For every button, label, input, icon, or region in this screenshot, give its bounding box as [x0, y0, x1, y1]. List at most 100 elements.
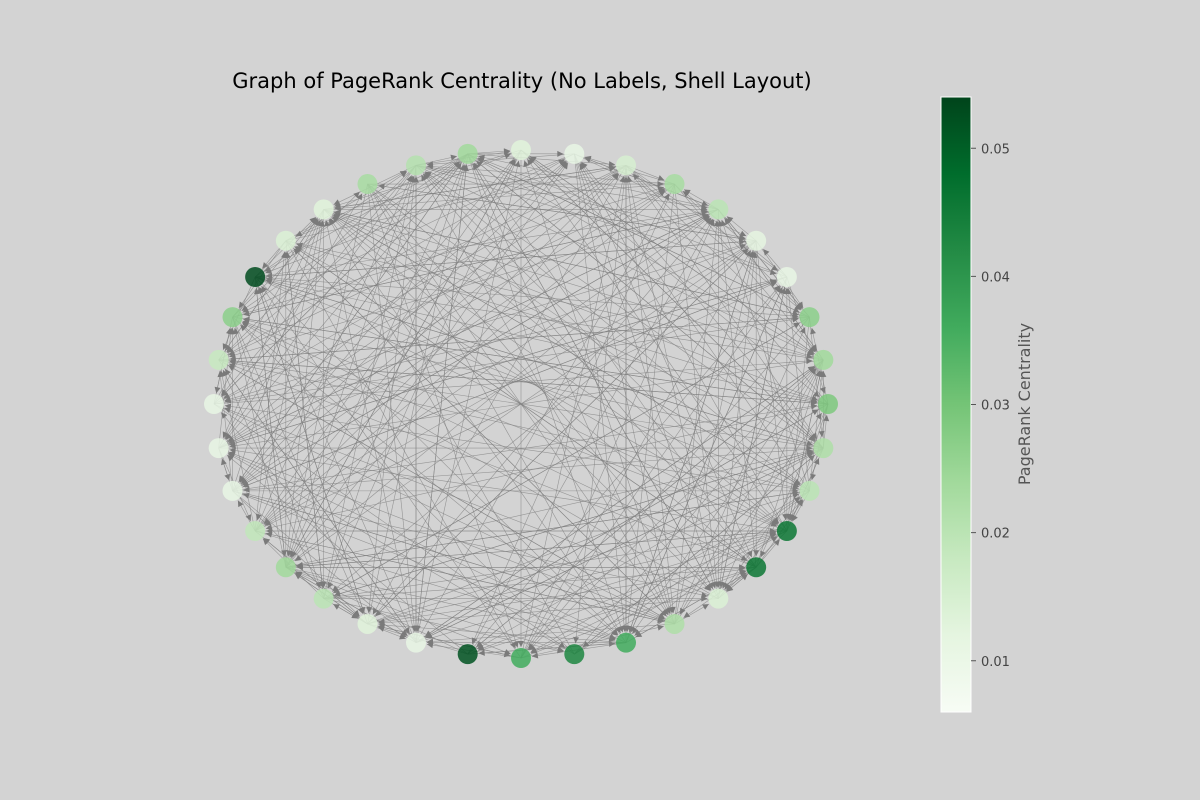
edge — [328, 218, 575, 655]
edge-arrowhead — [608, 636, 616, 642]
edge — [285, 450, 813, 568]
edge-arrowhead — [318, 220, 325, 227]
edge — [225, 153, 468, 440]
edge-arrowhead — [792, 307, 800, 313]
edge — [295, 571, 468, 655]
edge — [367, 217, 712, 625]
colorbar-label: PageRank Centrality — [1015, 323, 1034, 485]
edge — [722, 359, 824, 589]
edge — [415, 165, 777, 275]
node-layer — [204, 140, 838, 668]
edge-arrowhead — [228, 349, 236, 356]
edge — [234, 327, 287, 568]
graph-node — [616, 155, 637, 176]
graph-node — [405, 632, 426, 653]
edge-arrowhead — [453, 161, 460, 168]
edge — [424, 171, 824, 449]
edge-arrowhead — [425, 171, 432, 178]
edge-arrowhead — [238, 301, 245, 309]
edge — [232, 214, 709, 492]
edge — [368, 165, 417, 614]
edge-arrowhead — [351, 612, 358, 619]
edge-arrowhead — [426, 638, 434, 645]
edge-arrowhead — [224, 407, 231, 413]
edge — [239, 149, 522, 483]
edge — [258, 287, 368, 625]
edge-arrowhead — [222, 343, 229, 350]
edge — [426, 623, 675, 643]
edge — [243, 447, 824, 491]
edge — [218, 218, 318, 361]
edge — [229, 449, 787, 532]
edge-arrowhead — [557, 150, 564, 157]
edge-arrowhead — [229, 359, 236, 366]
edge-arrowhead — [333, 199, 341, 205]
edge — [334, 183, 675, 209]
edge — [415, 409, 819, 643]
graph-node — [664, 174, 685, 195]
edge — [218, 213, 709, 449]
edge-arrowhead — [584, 155, 592, 162]
edge-arrowhead — [259, 287, 265, 294]
edge — [334, 149, 522, 207]
edge — [331, 240, 757, 592]
edge-arrowhead — [221, 412, 228, 419]
edge — [228, 451, 675, 625]
edge-arrowhead — [726, 216, 734, 223]
graph-node — [564, 644, 585, 665]
edge — [265, 153, 575, 274]
edge-arrowhead — [806, 358, 813, 365]
edge — [218, 317, 799, 361]
graph-node — [457, 644, 478, 665]
edge-arrowhead — [633, 173, 640, 181]
edge — [718, 499, 803, 599]
edge — [295, 572, 417, 643]
edge — [242, 320, 787, 532]
edge-arrowhead — [683, 611, 691, 618]
edge — [422, 173, 757, 568]
edge-layer — [213, 148, 830, 659]
edge-arrowhead — [226, 345, 233, 353]
edge — [226, 165, 417, 353]
colorbar-tick-label: 0.03 — [981, 399, 1010, 414]
edge — [679, 359, 824, 615]
edge-arrowhead — [806, 353, 813, 360]
edge-arrowhead — [708, 219, 715, 227]
edge — [674, 251, 755, 625]
edge-arrowhead — [808, 366, 815, 374]
edge — [285, 220, 323, 568]
edge — [218, 160, 567, 449]
edge-arrowhead — [224, 368, 231, 376]
graph-node — [357, 174, 378, 195]
edge-arrowhead — [704, 584, 711, 591]
edge — [378, 598, 719, 624]
edge — [580, 162, 810, 492]
edge-arrowhead — [329, 218, 336, 226]
edge — [415, 165, 780, 524]
edge-arrowhead — [810, 327, 816, 335]
edge — [520, 285, 781, 659]
edge-arrowhead — [504, 153, 511, 159]
edge-arrowhead — [612, 173, 619, 181]
edge — [378, 566, 757, 623]
edge — [524, 160, 675, 625]
edge — [415, 165, 746, 239]
edge — [786, 370, 822, 532]
edge-arrowhead — [664, 607, 671, 614]
edge-arrowhead — [790, 514, 797, 521]
edge-arrowhead — [810, 368, 817, 375]
edge — [426, 153, 575, 165]
edge-arrowhead — [296, 561, 304, 568]
edge-arrowhead — [610, 629, 618, 636]
edge — [218, 279, 777, 449]
edge — [229, 361, 824, 449]
edge-arrowhead — [793, 322, 800, 329]
edge-arrowhead — [657, 624, 664, 631]
edge-arrowhead — [324, 220, 331, 227]
edge-arrowhead — [243, 486, 250, 493]
edge-arrowhead — [514, 160, 521, 168]
edge-arrowhead — [228, 363, 236, 369]
edge-arrowhead — [462, 164, 469, 172]
edge-arrowhead — [423, 173, 430, 181]
